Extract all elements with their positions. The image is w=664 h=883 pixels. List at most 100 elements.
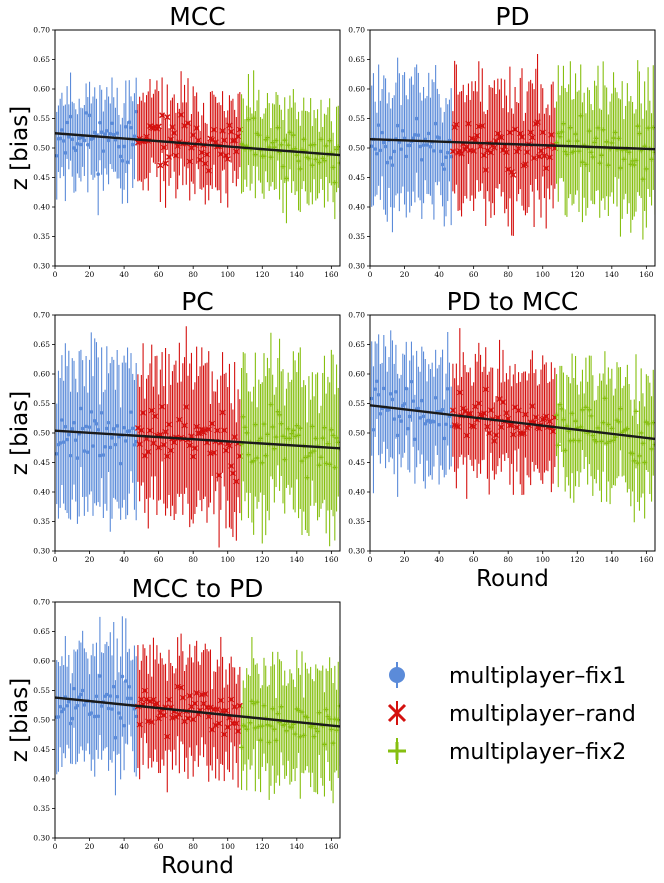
data-point [418,416,422,420]
data-point [63,424,68,429]
data-point [224,155,231,162]
series-3 [554,351,655,523]
data-point [394,389,398,394]
data-point [96,714,100,719]
data-point [115,131,119,135]
y-tick-label: 0.60 [348,370,365,379]
x-tick-label: 140 [605,555,620,564]
data-point [77,136,81,141]
y-tick-label: 0.40 [33,203,50,212]
legend: multiplayer–fix1 multiplayer–rand multip… [387,662,636,765]
x-tick-label: 140 [290,842,305,851]
data-point [409,379,414,384]
x-tick-label: 100 [221,842,236,851]
x-tick-label: 0 [53,270,58,279]
data-point [433,395,438,400]
data-point [432,419,436,424]
trend-line [370,137,655,151]
data-point [380,130,384,135]
data-point [61,139,66,143]
x-tick-label: 100 [536,270,551,279]
data-point [425,143,429,147]
data-point [420,398,424,403]
data-point [55,452,59,456]
data-point [510,171,517,178]
x-tick-label: 20 [400,270,410,279]
panels: 0.30 0.35 0.40 0.45 0.50 0.55 0.60 0.65 0.70 0 20 4… [7,2,656,879]
data-point [378,411,383,416]
series-1 [370,57,453,233]
legend-entry-fix2: multiplayer–fix2 [388,738,626,765]
data-point [86,142,90,147]
data-point [157,162,164,169]
data-point [110,707,114,711]
x-tick-label: 120 [255,842,270,851]
data-area [55,70,340,224]
panel-2: 0.30 0.35 0.40 0.45 0.50 0.55 0.60 0.65 0.70 0 20 4… [348,2,656,279]
trend-line [55,132,340,157]
data-point [68,114,73,119]
x-axis-label: Round [161,853,234,879]
data-point [414,116,419,121]
y-tick-label: 0.60 [33,370,50,379]
data-point [108,445,113,450]
data-point [82,449,87,453]
data-point [63,151,68,155]
data-point [105,129,109,133]
data-point [115,424,119,428]
data-point [65,437,69,442]
x-tick-label: 60 [469,555,479,564]
series-2 [134,633,243,793]
data-point [84,424,88,429]
y-tick-label: 0.45 [348,458,365,467]
x-tick-label: 40 [434,270,444,279]
x-tick-label: 60 [154,555,164,564]
data-point [370,144,374,149]
y-tick-label: 0.55 [348,399,365,408]
data-point [86,450,90,455]
trend-line [55,429,340,450]
series-1 [55,72,138,216]
data-point [376,392,381,397]
panel-1: 0.30 0.35 0.40 0.45 0.50 0.55 0.60 0.65 0.70 0 20 4… [7,2,341,279]
panel-4: 0.30 0.35 0.40 0.45 0.50 0.55 0.60 0.65 0.70 0 20 4… [348,287,656,592]
data-point [58,704,62,709]
data-point [444,155,448,160]
x-tick-label: 40 [119,842,129,851]
data-point [82,703,87,707]
data-point [75,456,80,460]
data-point [56,715,61,719]
legend-rand-label: multiplayer–rand [449,702,636,727]
data-point [103,444,107,449]
data-point [392,149,396,154]
data-point [70,427,75,431]
data-point [111,132,116,137]
data-point [61,707,66,711]
data-point [413,437,417,442]
data-area [370,328,655,523]
y-tick-label: 0.30 [33,547,50,556]
data-point [440,407,445,412]
data-point [99,410,104,415]
x-tick-label: 80 [503,270,513,279]
data-point [127,120,132,125]
data-point [106,420,111,425]
data-point [382,140,386,145]
data-point [633,408,639,414]
data-point [411,136,415,140]
data-point [82,138,87,143]
y-tick-label: 0.55 [33,686,50,695]
y-tick-label: 0.30 [348,547,365,556]
data-point [385,160,390,165]
data-point [84,111,88,115]
x-tick-label: 140 [605,270,620,279]
y-tick-label: 0.40 [33,775,50,784]
data-point [373,387,377,391]
data-point [411,399,415,403]
y-tick-label: 0.70 [348,26,365,35]
y-axis-label: z [bias] [7,391,33,475]
data-point [375,379,379,384]
data-point [437,422,441,427]
series-1 [55,332,138,532]
